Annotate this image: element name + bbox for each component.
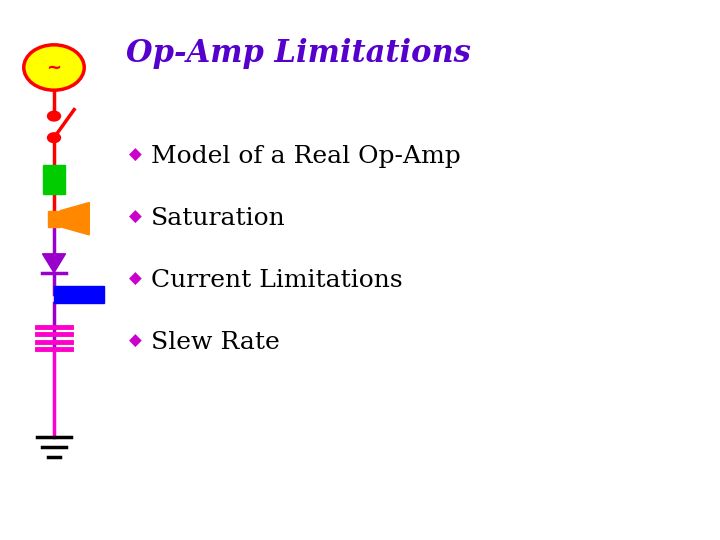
Text: Saturation: Saturation [151,207,286,230]
Text: ◆: ◆ [129,146,142,164]
Text: ◆: ◆ [129,332,142,350]
Polygon shape [42,254,66,273]
Bar [48,211,60,227]
Text: Op-Amp Limitations: Op-Amp Limitations [126,38,471,69]
Text: ◆: ◆ [129,208,142,226]
Text: Slew Rate: Slew Rate [151,332,280,354]
Circle shape [48,111,60,121]
Bar [54,286,104,303]
Polygon shape [60,202,89,235]
Text: ◆: ◆ [129,270,142,288]
Text: ~: ~ [47,58,61,77]
Text: Model of a Real Op-Amp: Model of a Real Op-Amp [151,145,461,168]
Bar [43,165,65,194]
Circle shape [24,45,84,90]
Text: Current Limitations: Current Limitations [151,269,402,292]
Circle shape [48,133,60,143]
